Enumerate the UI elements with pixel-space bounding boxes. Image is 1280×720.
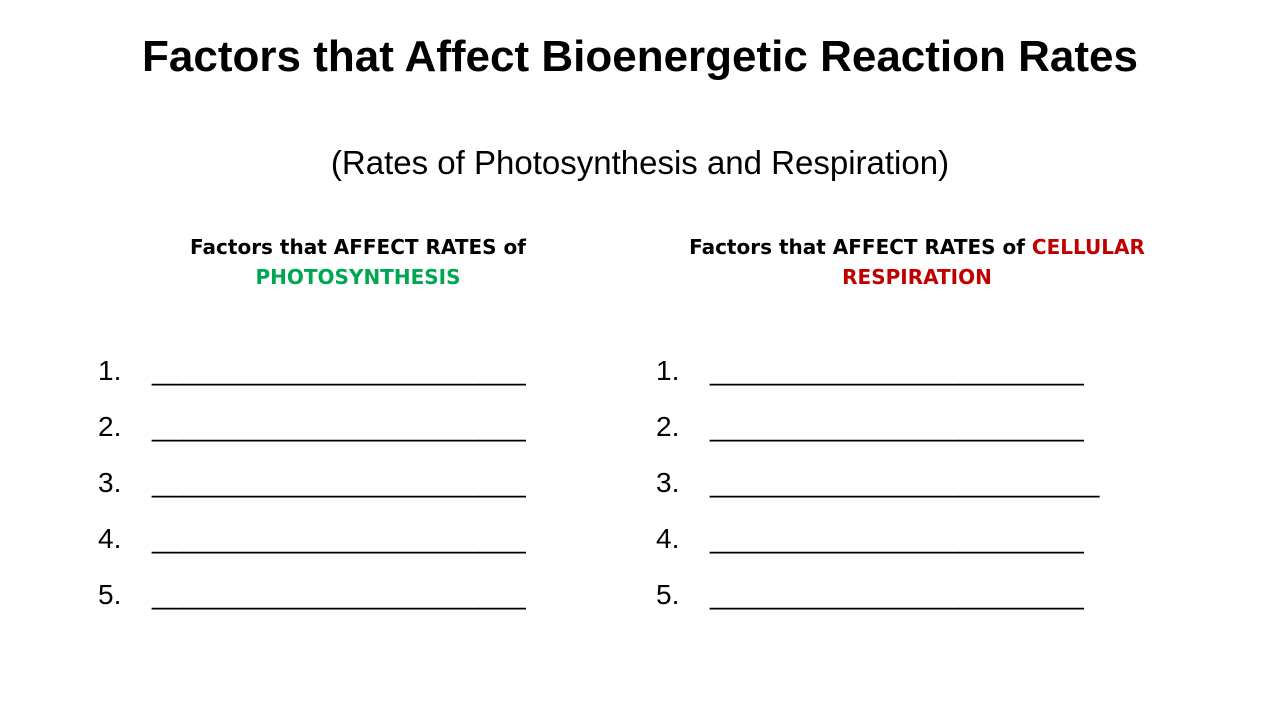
answer-blank: ________________________ bbox=[710, 579, 1084, 610]
slide-subtitle: (Rates of Photosynthesis and Respiration… bbox=[330, 144, 950, 181]
item-number: 1. bbox=[98, 355, 122, 386]
list-item: 3. _________________________ bbox=[656, 465, 1186, 521]
photosynthesis-heading: Factors that AFFECT RATES of PHOTOSYNTHE… bbox=[98, 232, 618, 292]
list-item: 2. ________________________ bbox=[98, 409, 618, 465]
list-item: 4. ________________________ bbox=[656, 521, 1186, 577]
list-item: 4. ________________________ bbox=[98, 521, 618, 577]
answer-blank: ________________________ bbox=[152, 355, 526, 386]
list-item: 1. ________________________ bbox=[656, 353, 1186, 409]
item-number: 4. bbox=[656, 523, 680, 554]
respiration-heading: Factors that AFFECT RATES of CELLULAR RE… bbox=[650, 232, 1184, 292]
list-item: 5. ________________________ bbox=[98, 577, 618, 633]
item-number: 3. bbox=[98, 467, 122, 498]
heading-highlight-respiration: CELLULAR RESPIRATION bbox=[842, 235, 1145, 289]
heading-prefix: Factors that AFFECT RATES of bbox=[689, 235, 1032, 259]
item-number: 5. bbox=[656, 579, 680, 610]
answer-blank: ________________________ bbox=[152, 467, 526, 498]
heading-highlight-photosynthesis: PHOTOSYNTHESIS bbox=[255, 265, 461, 289]
answer-blank: _________________________ bbox=[710, 467, 1100, 498]
item-number: 2. bbox=[98, 411, 122, 442]
photosynthesis-column: Factors that AFFECT RATES of PHOTOSYNTHE… bbox=[98, 232, 618, 633]
answer-blank: ________________________ bbox=[152, 411, 526, 442]
answer-blank: ________________________ bbox=[710, 411, 1084, 442]
respiration-column: Factors that AFFECT RATES of CELLULAR RE… bbox=[656, 232, 1186, 633]
answer-blank: ________________________ bbox=[710, 355, 1084, 386]
photosynthesis-factor-list: 1. ________________________ 2. _________… bbox=[98, 353, 618, 633]
answer-blank: ________________________ bbox=[152, 579, 526, 610]
answer-blank: ________________________ bbox=[152, 523, 526, 554]
list-item: 3. ________________________ bbox=[98, 465, 618, 521]
item-number: 2. bbox=[656, 411, 680, 442]
list-item: 1. ________________________ bbox=[98, 353, 618, 409]
answer-blank: ________________________ bbox=[710, 523, 1084, 554]
respiration-factor-list: 1. ________________________ 2. _________… bbox=[656, 353, 1186, 633]
item-number: 3. bbox=[656, 467, 680, 498]
item-number: 5. bbox=[98, 579, 122, 610]
slide-title: Factors that Affect Bioenergetic Reactio… bbox=[142, 32, 1138, 81]
heading-prefix: Factors that AFFECT RATES of bbox=[190, 235, 526, 259]
list-item: 2. ________________________ bbox=[656, 409, 1186, 465]
list-item: 5. ________________________ bbox=[656, 577, 1186, 633]
item-number: 1. bbox=[656, 355, 680, 386]
item-number: 4. bbox=[98, 523, 122, 554]
